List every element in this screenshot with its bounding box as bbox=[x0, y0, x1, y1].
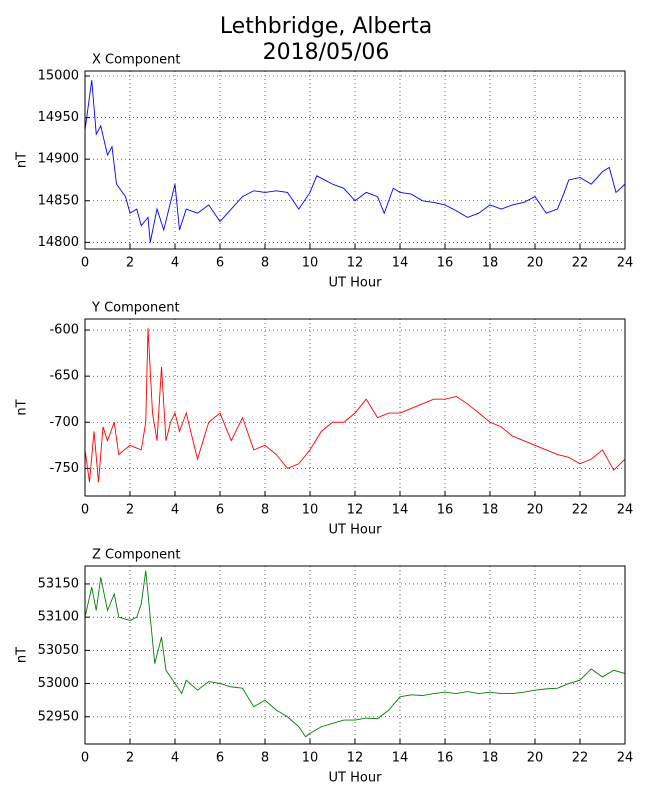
y-tick-label: 53150 bbox=[38, 576, 79, 591]
data-line bbox=[84, 570, 626, 738]
x-tick-label: 6 bbox=[216, 503, 224, 518]
x-tick-label: 24 bbox=[617, 256, 634, 271]
x-tick-label: 2 bbox=[126, 751, 134, 766]
x-tick-label: 22 bbox=[572, 256, 589, 271]
x-tick-label: 4 bbox=[171, 256, 179, 271]
x-tick-label: 8 bbox=[261, 503, 269, 518]
x-tick-label: 24 bbox=[617, 503, 634, 518]
x-tick-label: 0 bbox=[81, 751, 89, 766]
x-tick-label: 20 bbox=[527, 503, 544, 518]
x-tick-label: 24 bbox=[617, 751, 634, 766]
x-tick-label: 16 bbox=[437, 751, 454, 766]
figure-title: Lethbridge, Alberta bbox=[220, 14, 432, 39]
x-tick-label: 22 bbox=[572, 751, 589, 766]
x-tick-label: 18 bbox=[482, 751, 499, 766]
x-tick-label: 22 bbox=[572, 503, 589, 518]
x-tick-label: 12 bbox=[347, 256, 364, 271]
y-axis-label: nT bbox=[15, 647, 30, 663]
y-tick-label: 14950 bbox=[38, 110, 79, 125]
x-tick-label: 8 bbox=[261, 256, 269, 271]
y-tick-label: 14850 bbox=[38, 193, 79, 208]
chart-title: X Component bbox=[92, 53, 181, 68]
x-tick-label: 18 bbox=[482, 503, 499, 518]
y-tick-label: 14900 bbox=[38, 152, 79, 167]
y-tick-label: -750 bbox=[49, 461, 79, 476]
x-axis-label: UT Hour bbox=[329, 771, 383, 786]
x-tick-label: 14 bbox=[392, 256, 409, 271]
x-tick-label: 10 bbox=[302, 256, 319, 271]
x-tick-label: 0 bbox=[81, 503, 89, 518]
x-tick-label: 18 bbox=[482, 256, 499, 271]
figure-subtitle: 2018/05/06 bbox=[263, 40, 390, 65]
plot-frame bbox=[84, 70, 626, 250]
x-tick-label: 16 bbox=[437, 256, 454, 271]
data-line bbox=[84, 328, 626, 483]
x-tick-label: 2 bbox=[126, 503, 134, 518]
x-tick-label: 14 bbox=[392, 751, 409, 766]
y-tick-label: 52950 bbox=[38, 709, 79, 724]
y-axis-label: nT bbox=[15, 152, 30, 168]
x-tick-label: 14 bbox=[392, 503, 409, 518]
x-tick-label: 20 bbox=[527, 751, 544, 766]
x-axis-label: UT Hour bbox=[329, 523, 383, 538]
x-tick-label: 2 bbox=[126, 256, 134, 271]
x-tick-label: 4 bbox=[171, 751, 179, 766]
x-tick-label: 0 bbox=[81, 256, 89, 271]
plot-frame bbox=[84, 565, 626, 745]
x-tick-label: 6 bbox=[216, 751, 224, 766]
x-tick-label: 8 bbox=[261, 751, 269, 766]
plot-frame bbox=[84, 318, 626, 497]
y-axis-label: nT bbox=[15, 399, 30, 415]
y-tick-label: 15000 bbox=[38, 68, 79, 83]
y-tick-label: 53050 bbox=[38, 643, 79, 658]
x-tick-label: 16 bbox=[437, 503, 454, 518]
y-tick-label: 14800 bbox=[38, 235, 79, 250]
x-tick-label: 10 bbox=[302, 751, 319, 766]
y-tick-label: -600 bbox=[49, 323, 79, 338]
x-tick-label: 6 bbox=[216, 256, 224, 271]
y-tick-label: -700 bbox=[49, 415, 79, 430]
x-tick-label: 4 bbox=[171, 503, 179, 518]
x-axis-label: UT Hour bbox=[329, 276, 383, 291]
y-tick-label: 53000 bbox=[38, 676, 79, 691]
chart-title: Z Component bbox=[92, 548, 181, 563]
x-tick-label: 10 bbox=[302, 503, 319, 518]
chart-title: Y Component bbox=[91, 301, 180, 316]
y-tick-label: -650 bbox=[49, 369, 79, 384]
y-tick-label: 53100 bbox=[38, 610, 79, 625]
x-tick-label: 12 bbox=[347, 503, 364, 518]
x-tick-label: 20 bbox=[527, 256, 544, 271]
x-tick-label: 12 bbox=[347, 751, 364, 766]
data-line bbox=[84, 80, 626, 243]
